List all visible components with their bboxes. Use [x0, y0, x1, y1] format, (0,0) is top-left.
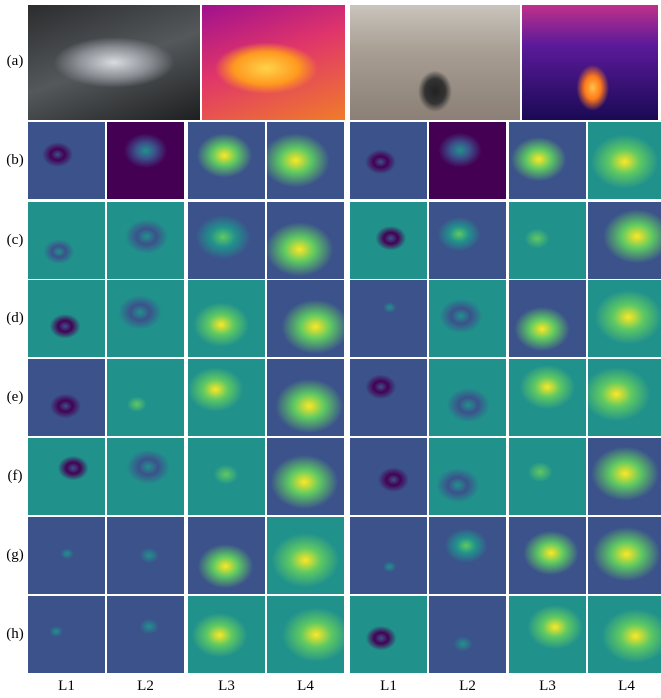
feature-map: [509, 359, 586, 436]
feature-map: [429, 122, 506, 199]
feature-map: [28, 359, 105, 436]
visible-image: [28, 5, 200, 120]
feature-map: [28, 280, 105, 357]
feature-map: [188, 280, 265, 357]
feature-map: [188, 359, 265, 436]
feature-map: [350, 438, 427, 515]
row-label: (h): [6, 625, 24, 642]
feature-map: [267, 280, 344, 357]
feature-map: [429, 438, 506, 515]
feature-map: [588, 202, 661, 279]
feature-map: [509, 596, 586, 673]
feature-map: [350, 596, 427, 673]
feature-map: [28, 438, 105, 515]
column-label: L4: [297, 678, 314, 694]
column-label: L1: [58, 678, 75, 694]
column-label: L4: [618, 678, 635, 694]
feature-map: [188, 438, 265, 515]
row-label: (g): [6, 546, 24, 563]
feature-map: [588, 517, 661, 594]
feature-map: [107, 202, 184, 279]
feature-map: [350, 280, 427, 357]
feature-map: [588, 438, 661, 515]
feature-map: [429, 596, 506, 673]
feature-map: [350, 517, 427, 594]
feature-map: [107, 517, 184, 594]
column-label: L2: [137, 678, 154, 694]
feature-map: [509, 202, 586, 279]
feature-map: [267, 122, 344, 199]
feature-map: [429, 517, 506, 594]
feature-map: [509, 280, 586, 357]
feature-map: [350, 122, 427, 199]
feature-map: [28, 202, 105, 279]
visible-image: [350, 5, 520, 120]
thermal-image: [522, 5, 658, 120]
column-label: L2: [459, 678, 476, 694]
feature-map: [107, 280, 184, 357]
feature-map: [267, 438, 344, 515]
feature-map: [509, 517, 586, 594]
feature-map: [429, 202, 506, 279]
feature-map: [509, 122, 586, 199]
feature-map: [588, 596, 661, 673]
feature-map: [267, 202, 344, 279]
feature-map: [28, 122, 105, 199]
column-label: L3: [539, 678, 556, 694]
feature-map: [429, 359, 506, 436]
row-label: (f): [7, 467, 23, 484]
thermal-image: [202, 5, 345, 120]
feature-map: [188, 596, 265, 673]
row-label: (e): [6, 388, 24, 405]
feature-map: [588, 359, 661, 436]
feature-map: [188, 517, 265, 594]
row-label: (a): [6, 53, 24, 69]
row-label: (d): [6, 309, 24, 326]
row-label: (b): [6, 151, 24, 168]
feature-map: [28, 517, 105, 594]
feature-map: [107, 438, 184, 515]
feature-map: [188, 202, 265, 279]
feature-map: [588, 122, 661, 199]
feature-map: [350, 202, 427, 279]
feature-map: [509, 438, 586, 515]
feature-map: [267, 517, 344, 594]
feature-map: [350, 359, 427, 436]
feature-map: [188, 122, 265, 199]
feature-map: [267, 359, 344, 436]
column-label: L3: [218, 678, 235, 694]
feature-map: [429, 280, 506, 357]
column-label: L1: [380, 678, 397, 694]
feature-map: [107, 359, 184, 436]
feature-map: [588, 280, 661, 357]
feature-map: [107, 122, 184, 199]
feature-map: [28, 596, 105, 673]
feature-map: [267, 596, 344, 673]
feature-map: [107, 596, 184, 673]
row-label: (c): [6, 231, 24, 248]
